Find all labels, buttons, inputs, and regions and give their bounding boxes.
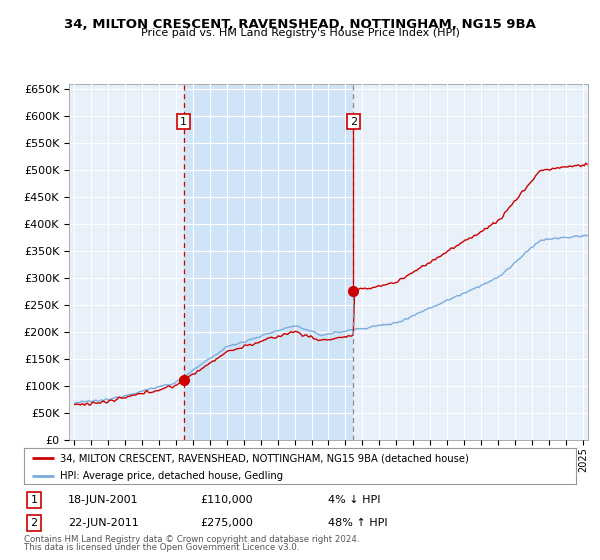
Bar [353, 84, 588, 440]
Text: 34, MILTON CRESCENT, RAVENSHEAD, NOTTINGHAM, NG15 9BA (detached house): 34, MILTON CRESCENT, RAVENSHEAD, NOTTING… [60, 453, 469, 463]
Text: 1: 1 [180, 116, 187, 127]
Text: 18-JUN-2001: 18-JUN-2001 [68, 495, 139, 505]
Text: 22-JUN-2011: 22-JUN-2011 [68, 518, 139, 528]
Text: 34, MILTON CRESCENT, RAVENSHEAD, NOTTINGHAM, NG15 9BA: 34, MILTON CRESCENT, RAVENSHEAD, NOTTING… [64, 18, 536, 31]
Text: Contains HM Land Registry data © Crown copyright and database right 2024.: Contains HM Land Registry data © Crown c… [24, 534, 359, 544]
Text: £110,000: £110,000 [200, 495, 253, 505]
Text: 4% ↓ HPI: 4% ↓ HPI [328, 495, 380, 505]
Text: 1: 1 [31, 495, 37, 505]
Text: HPI: Average price, detached house, Gedling: HPI: Average price, detached house, Gedl… [60, 472, 283, 482]
Text: £275,000: £275,000 [200, 518, 254, 528]
Text: This data is licensed under the Open Government Licence v3.0.: This data is licensed under the Open Gov… [24, 543, 299, 552]
Text: 48% ↑ HPI: 48% ↑ HPI [328, 518, 387, 528]
Text: 2: 2 [31, 518, 37, 528]
Text: Price paid vs. HM Land Registry's House Price Index (HPI): Price paid vs. HM Land Registry's House … [140, 28, 460, 38]
Bar [184, 84, 353, 440]
Bar [69, 84, 184, 440]
Text: 2: 2 [350, 116, 357, 127]
